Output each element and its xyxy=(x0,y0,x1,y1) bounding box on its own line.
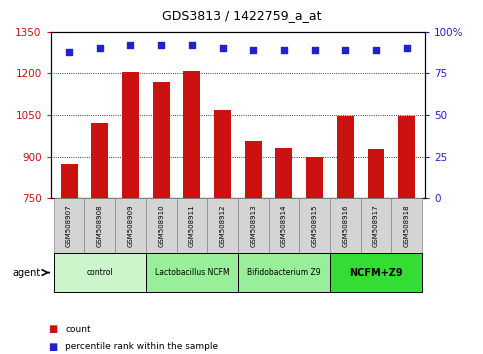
Text: GDS3813 / 1422759_a_at: GDS3813 / 1422759_a_at xyxy=(162,9,321,22)
Text: GSM508908: GSM508908 xyxy=(97,204,103,247)
Point xyxy=(127,42,134,48)
Point xyxy=(280,47,288,53)
Bar xyxy=(368,149,384,198)
Bar xyxy=(214,110,231,198)
FancyBboxPatch shape xyxy=(54,253,146,292)
Point xyxy=(341,47,349,53)
Bar xyxy=(337,116,354,198)
Text: Bifidobacterium Z9: Bifidobacterium Z9 xyxy=(247,268,321,277)
FancyBboxPatch shape xyxy=(115,198,146,253)
Point xyxy=(403,46,411,51)
Text: GSM508916: GSM508916 xyxy=(342,204,348,247)
Text: percentile rank within the sample: percentile rank within the sample xyxy=(65,342,218,352)
Text: GSM508912: GSM508912 xyxy=(220,204,226,247)
Text: GSM508917: GSM508917 xyxy=(373,204,379,247)
FancyBboxPatch shape xyxy=(330,253,422,292)
Text: control: control xyxy=(86,268,113,277)
FancyBboxPatch shape xyxy=(146,253,238,292)
FancyBboxPatch shape xyxy=(269,198,299,253)
Text: count: count xyxy=(65,325,91,334)
Point xyxy=(188,42,196,48)
FancyBboxPatch shape xyxy=(85,198,115,253)
FancyBboxPatch shape xyxy=(176,198,207,253)
Point xyxy=(96,46,104,51)
Text: GSM508909: GSM508909 xyxy=(128,204,133,247)
Text: ■: ■ xyxy=(48,324,57,334)
Text: Lactobacillus NCFM: Lactobacillus NCFM xyxy=(155,268,229,277)
FancyBboxPatch shape xyxy=(146,198,176,253)
Text: GSM508914: GSM508914 xyxy=(281,204,287,247)
Text: GSM508918: GSM508918 xyxy=(404,204,410,247)
FancyBboxPatch shape xyxy=(238,198,269,253)
Point xyxy=(157,42,165,48)
Point xyxy=(372,47,380,53)
FancyBboxPatch shape xyxy=(54,198,85,253)
Point xyxy=(219,46,227,51)
Bar xyxy=(122,72,139,198)
FancyBboxPatch shape xyxy=(391,198,422,253)
Text: GSM508910: GSM508910 xyxy=(158,204,164,247)
Text: ■: ■ xyxy=(48,342,57,352)
Bar xyxy=(153,82,170,198)
Point xyxy=(65,49,73,55)
Text: agent: agent xyxy=(12,268,40,278)
FancyBboxPatch shape xyxy=(238,253,330,292)
Text: GSM508913: GSM508913 xyxy=(250,204,256,247)
Bar xyxy=(275,148,292,198)
Text: GSM508907: GSM508907 xyxy=(66,204,72,247)
FancyBboxPatch shape xyxy=(207,198,238,253)
Bar xyxy=(398,116,415,198)
Bar xyxy=(306,157,323,198)
FancyBboxPatch shape xyxy=(299,198,330,253)
Text: NCFM+Z9: NCFM+Z9 xyxy=(349,268,403,278)
Point xyxy=(311,47,318,53)
FancyBboxPatch shape xyxy=(330,198,361,253)
Bar xyxy=(61,164,78,198)
Bar xyxy=(184,71,200,198)
Text: GSM508915: GSM508915 xyxy=(312,204,318,247)
Bar xyxy=(91,124,108,198)
FancyBboxPatch shape xyxy=(361,198,391,253)
Bar xyxy=(245,141,262,198)
Text: GSM508911: GSM508911 xyxy=(189,204,195,247)
Point xyxy=(249,47,257,53)
